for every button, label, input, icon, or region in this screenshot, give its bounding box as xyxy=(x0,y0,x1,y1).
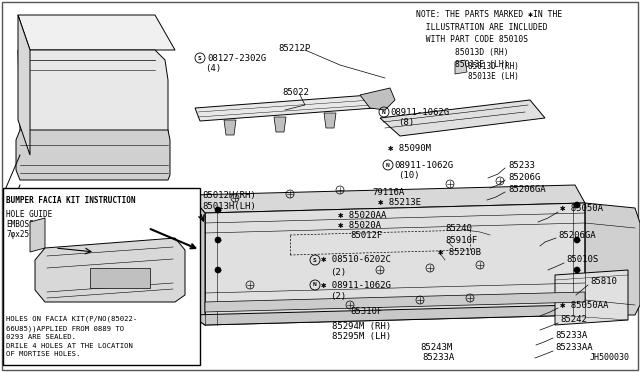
Text: (4): (4) xyxy=(205,64,221,73)
Text: 85294M (RH): 85294M (RH) xyxy=(332,321,391,330)
Text: 79116A: 79116A xyxy=(372,187,404,196)
Text: 85243M: 85243M xyxy=(420,343,452,353)
Polygon shape xyxy=(224,120,236,135)
Polygon shape xyxy=(585,203,640,315)
Text: HOLES ON FACIA KIT(P/NO(85022-
66U85))APPLIED FROM 0889 TO
0293 ARE SEALED.
DRIL: HOLES ON FACIA KIT(P/NO(85022- 66U85))AP… xyxy=(6,316,137,357)
Text: N: N xyxy=(382,109,386,115)
Polygon shape xyxy=(16,130,170,180)
Circle shape xyxy=(215,237,221,243)
Polygon shape xyxy=(324,113,336,128)
Text: 85233A: 85233A xyxy=(422,353,454,362)
Text: (2): (2) xyxy=(330,292,346,301)
Text: 85295M (LH): 85295M (LH) xyxy=(332,333,391,341)
Text: 85013E (LH): 85013E (LH) xyxy=(468,72,519,81)
Polygon shape xyxy=(205,203,585,325)
Text: 85206G: 85206G xyxy=(508,173,540,182)
Text: 85233A: 85233A xyxy=(555,330,588,340)
Text: ✱ 85090M: ✱ 85090M xyxy=(388,144,431,153)
Polygon shape xyxy=(455,60,467,74)
Polygon shape xyxy=(30,218,45,252)
Text: 85206GA: 85206GA xyxy=(558,231,596,240)
Text: 85242: 85242 xyxy=(560,315,587,324)
Polygon shape xyxy=(195,95,375,121)
Text: S: S xyxy=(198,55,202,61)
Text: 7φx25: 7φx25 xyxy=(6,230,29,239)
Text: S: S xyxy=(313,257,317,263)
Text: (2): (2) xyxy=(330,267,346,276)
Text: ✱ 08510-6202C: ✱ 08510-6202C xyxy=(321,256,391,264)
Text: (10): (10) xyxy=(398,170,419,180)
Polygon shape xyxy=(360,88,395,110)
Text: ✱ 08911-1062G: ✱ 08911-1062G xyxy=(321,280,391,289)
Text: NOTE: THE PARTS MARKED ✱IN THE
  ILLUSTRATION ARE INCLUDED
  WITH PART CODE 8501: NOTE: THE PARTS MARKED ✱IN THE ILLUSTRAT… xyxy=(416,10,563,69)
Text: ✱ 85020AA: ✱ 85020AA xyxy=(338,211,387,219)
Text: 85013D (RH): 85013D (RH) xyxy=(468,62,519,71)
Text: 85206GA: 85206GA xyxy=(508,185,546,193)
Text: 85240: 85240 xyxy=(445,224,472,232)
Text: 85010S: 85010S xyxy=(566,256,598,264)
Text: N: N xyxy=(386,163,390,167)
Text: ✱ 85213E: ✱ 85213E xyxy=(378,198,421,206)
Text: 85022: 85022 xyxy=(282,87,309,96)
Text: 08911-1062G: 08911-1062G xyxy=(390,108,449,116)
Text: N: N xyxy=(313,282,317,288)
Text: ✱ 85050AA: ✱ 85050AA xyxy=(560,301,609,310)
Text: 85012F: 85012F xyxy=(350,231,382,240)
Polygon shape xyxy=(190,305,585,325)
Text: EMBOSS: EMBOSS xyxy=(6,220,34,229)
Polygon shape xyxy=(190,195,205,325)
Polygon shape xyxy=(274,117,286,132)
Text: 85012H(RH): 85012H(RH) xyxy=(202,190,256,199)
Text: ✱ 85050A: ✱ 85050A xyxy=(560,203,603,212)
Text: ✱ 85020A: ✱ 85020A xyxy=(338,221,381,230)
Polygon shape xyxy=(35,238,185,302)
Bar xyxy=(3,188,200,365)
Circle shape xyxy=(215,267,221,273)
Text: 08127-2302G: 08127-2302G xyxy=(207,54,266,62)
Polygon shape xyxy=(18,50,168,155)
Polygon shape xyxy=(18,15,175,50)
Circle shape xyxy=(574,202,580,208)
Polygon shape xyxy=(380,100,545,136)
Circle shape xyxy=(574,237,580,243)
Text: 85013H(LH): 85013H(LH) xyxy=(202,202,256,211)
Circle shape xyxy=(215,207,221,213)
Polygon shape xyxy=(18,15,30,155)
Text: BUMPER FACIA KIT INSTRUCTION: BUMPER FACIA KIT INSTRUCTION xyxy=(6,196,136,205)
Polygon shape xyxy=(555,270,628,325)
Text: JH500030: JH500030 xyxy=(590,353,630,362)
Text: HOLE GUIDE: HOLE GUIDE xyxy=(6,210,52,219)
Polygon shape xyxy=(190,185,585,213)
Text: (8): (8) xyxy=(398,118,414,126)
Polygon shape xyxy=(205,292,585,312)
Bar xyxy=(90,268,150,288)
Circle shape xyxy=(574,267,580,273)
Text: 08911-1062G: 08911-1062G xyxy=(394,160,453,170)
Text: 85910F: 85910F xyxy=(445,235,477,244)
Text: 85233: 85233 xyxy=(508,160,535,170)
Text: 85212P: 85212P xyxy=(278,44,310,52)
Text: 85810: 85810 xyxy=(590,278,617,286)
Text: ✱ 85210B: ✱ 85210B xyxy=(438,247,481,257)
Text: 85310F: 85310F xyxy=(350,308,382,317)
Text: 85233AA: 85233AA xyxy=(555,343,593,353)
